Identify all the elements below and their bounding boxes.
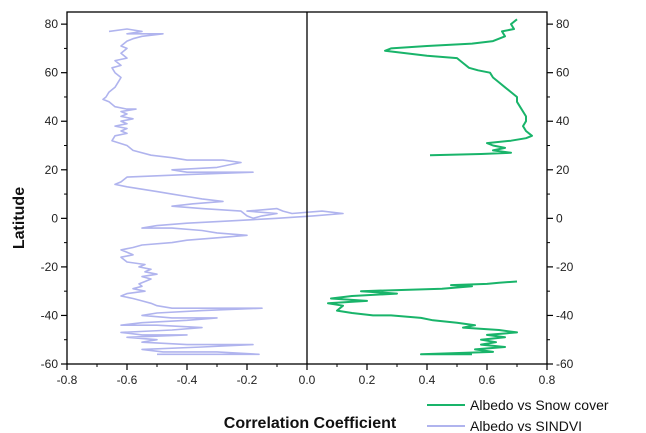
y-tick-label-right: 80 xyxy=(556,17,570,31)
series-line-albedo-vs-snow-cover-1 xyxy=(327,280,518,356)
x-tick-label: 0.8 xyxy=(539,373,556,387)
y-tick-label-left: 20 xyxy=(45,163,59,177)
x-tick-label: -0.4 xyxy=(177,373,198,387)
x-tick-label: -0.8 xyxy=(57,373,78,387)
y-tick-label-left: 40 xyxy=(45,114,59,128)
x-tick-label: 0.6 xyxy=(479,373,496,387)
y-tick-label-right: -60 xyxy=(556,357,574,371)
y-axis-title: Latitude xyxy=(11,187,28,249)
x-tick-label: 0.4 xyxy=(419,373,436,387)
x-tick-label: -0.6 xyxy=(117,373,138,387)
x-tick-label: 0.2 xyxy=(359,373,376,387)
y-tick-label-left: -60 xyxy=(41,357,59,371)
y-tick-label-right: -40 xyxy=(556,308,574,322)
legend-label-sindvi: Albedo vs SINDVI xyxy=(470,418,582,433)
y-tick-label-right: 20 xyxy=(556,163,570,177)
series-line-albedo-vs-sindvi-0 xyxy=(102,28,344,356)
legend-label-snow-cover: Albedo vs Snow cover xyxy=(470,397,609,413)
legend: Albedo vs Snow cover Albedo vs SINDVI xyxy=(427,397,609,433)
x-tick-label: -0.2 xyxy=(237,373,258,387)
y-tick-label-left: 0 xyxy=(51,211,58,225)
y-tick-label-right: 40 xyxy=(556,114,570,128)
x-tick-label: 0.0 xyxy=(299,373,316,387)
series-line-albedo-vs-snow-cover-0 xyxy=(384,18,533,157)
y-tick-label-right: 0 xyxy=(556,211,563,225)
y-tick-label-right: -20 xyxy=(556,260,574,274)
x-axis-title: Correlation Coefficient xyxy=(224,415,397,432)
y-tick-label-left: -20 xyxy=(41,260,59,274)
axes-layer: -0.8 -0.6 -0.4 -0.2 0.0 0.2 0.4 0.6 0.8-60 -60-40… xyxy=(41,11,574,387)
y-tick-label-left: 80 xyxy=(45,17,59,31)
y-tick-label-right: 60 xyxy=(556,66,570,80)
y-tick-label-left: -40 xyxy=(41,308,59,322)
y-tick-label-left: 60 xyxy=(45,66,59,80)
plot-layer xyxy=(102,18,533,356)
